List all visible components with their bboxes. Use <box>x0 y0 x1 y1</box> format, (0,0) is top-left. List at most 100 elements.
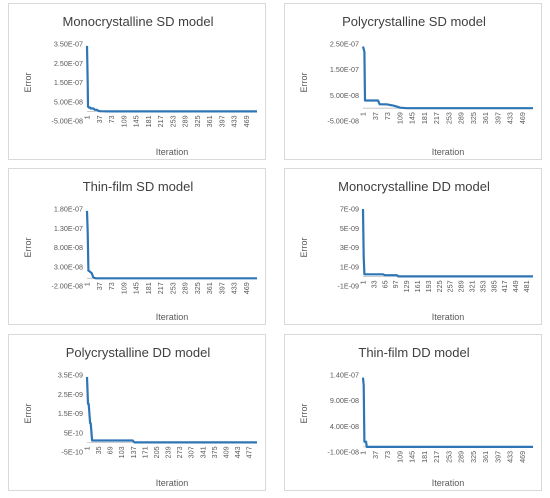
x-tick-label: 1 <box>83 446 92 450</box>
x-tick-label: 181 <box>420 112 429 124</box>
x-tick-label: 35 <box>94 446 103 454</box>
x-tick-label: 253 <box>444 112 453 124</box>
x-tick-label: 253 <box>444 451 453 463</box>
chart-panel-mono-dd: Monocrystalline DD model 7E-09 5E-09 3E-09 1… <box>284 168 542 325</box>
x-tick-label: 73 <box>383 451 392 459</box>
x-tick-label: 397 <box>217 282 226 294</box>
series-line <box>85 45 257 113</box>
x-tick-label: 443 <box>233 446 242 458</box>
x-tick-label: 253 <box>168 115 177 127</box>
y-tick-label: -5.00E-08 <box>51 117 83 126</box>
x-tick-label: 103 <box>117 446 126 458</box>
x-tick-label: 161 <box>413 280 422 292</box>
x-tick-label: 145 <box>408 451 417 463</box>
x-tick-label: 217 <box>156 115 165 127</box>
y-tick-label: 5.00E-08 <box>330 91 359 100</box>
y-axis-label: Error <box>23 403 33 423</box>
x-tick-label: 361 <box>481 451 490 463</box>
chart-title: Thin-film SD model <box>83 179 194 194</box>
x-tick-label: 181 <box>420 451 429 463</box>
x-tick-label: 325 <box>193 115 202 127</box>
y-tick-label: 1.80E-07 <box>54 205 83 214</box>
y-tick-label: 5E-09 <box>340 224 359 233</box>
chart-svg: Thin-film SD model 1.80E-07 1.30E-07 8.00E-… <box>23 179 257 322</box>
x-tick-label: 69 <box>106 446 115 454</box>
chart-panel-thin-sd: Thin-film SD model 1.80E-07 1.30E-07 8.00E-… <box>8 168 266 325</box>
y-axis-label: Error <box>299 403 309 423</box>
y-tick-label: 7E-09 <box>340 205 359 214</box>
x-tick-label: 341 <box>198 446 207 458</box>
y-tick-label: -5.00E-08 <box>327 117 359 126</box>
y-axis-label: Error <box>23 72 33 92</box>
x-tick-label: 397 <box>217 115 226 127</box>
y-axis-label: Error <box>299 237 309 257</box>
y-tick-label: 1.50E-07 <box>330 65 359 74</box>
x-tick-label: 171 <box>140 446 149 458</box>
y-tick-label: -2.00E-08 <box>51 282 83 291</box>
x-tick-label: 353 <box>478 280 487 292</box>
y-tick-label: 5E-10 <box>64 428 83 437</box>
x-tick-label: 409 <box>221 446 230 458</box>
y-tick-label: 1.50E-07 <box>54 78 83 87</box>
x-tick-label: 321 <box>468 280 477 292</box>
x-tick-label: 205 <box>152 446 161 458</box>
x-tick-label: 73 <box>383 112 392 120</box>
x-axis-label: Iteration <box>432 478 465 488</box>
y-tick-label: 1.40E-07 <box>330 371 359 380</box>
chart-svg: Polycrystalline DD model 3.5E-09 2.5E-09 1.… <box>23 345 257 488</box>
x-tick-label: 477 <box>245 446 254 458</box>
y-tick-label: 2.50E-07 <box>330 40 359 49</box>
y-tick-label: 1.30E-07 <box>54 224 83 233</box>
series-line <box>361 208 533 278</box>
chart-panel-thin-dd: Thin-film DD model 1.40E-07 9.00E-08 4.00E-… <box>284 334 542 491</box>
x-tick-label: 145 <box>132 115 141 127</box>
x-axis-label: Iteration <box>156 147 189 157</box>
x-tick-label: 433 <box>506 112 515 124</box>
chart-panel-poly-sd: Polycrystalline SD model 2.50E-07 1.50E-07… <box>284 3 542 160</box>
y-tick-label: 4.00E-08 <box>330 422 359 431</box>
series-line <box>361 377 533 449</box>
chart-title: Monocrystalline DD model <box>338 179 490 194</box>
x-tick-label: 325 <box>193 282 202 294</box>
x-tick-label: 1 <box>359 451 368 455</box>
chart-svg: Polycrystalline SD model 2.50E-07 1.50E-07… <box>299 14 533 157</box>
chart-svg: Monocrystalline DD model 7E-09 5E-09 3E-09 1… <box>299 179 533 322</box>
x-tick-label: 469 <box>518 451 527 463</box>
x-tick-label: 289 <box>457 280 466 292</box>
x-tick-label: 397 <box>493 451 502 463</box>
y-tick-label: 2.5E-09 <box>58 390 83 399</box>
x-tick-label: 37 <box>95 282 104 290</box>
chart-svg: Thin-film DD model 1.40E-07 9.00E-08 4.00E-… <box>299 345 533 488</box>
x-tick-label: 181 <box>144 282 153 294</box>
x-tick-label: 289 <box>457 451 466 463</box>
x-tick-label: 109 <box>119 115 128 127</box>
x-axis-label: Iteration <box>156 312 189 322</box>
chart-panel-poly-dd: Polycrystalline DD model 3.5E-09 2.5E-09 1.… <box>8 334 266 491</box>
x-tick-label: 145 <box>132 282 141 294</box>
y-tick-label: 2.50E-07 <box>54 59 83 68</box>
x-tick-label: 449 <box>511 280 520 292</box>
x-tick-label: 375 <box>210 446 219 458</box>
x-axis-label: Iteration <box>432 312 465 322</box>
y-tick-label: 3.5E-09 <box>58 371 83 380</box>
x-tick-label: 481 <box>522 280 531 292</box>
x-tick-label: 289 <box>181 115 190 127</box>
y-tick-label: -5E-10 <box>61 448 83 457</box>
x-tick-label: 73 <box>107 282 116 290</box>
x-axis-label: Iteration <box>156 478 189 488</box>
chart-panel-mono-sd: Monocrystalline SD model 3.50E-07 2.50E-07… <box>8 3 266 160</box>
x-tick-label: 273 <box>175 446 184 458</box>
x-axis-label: Iteration <box>432 147 465 157</box>
x-tick-label: 37 <box>371 451 380 459</box>
x-tick-label: 65 <box>380 280 389 288</box>
x-tick-label: 193 <box>424 280 433 292</box>
x-tick-label: 145 <box>408 112 417 124</box>
x-tick-label: 239 <box>164 446 173 458</box>
y-tick-label: -1E-09 <box>337 282 359 291</box>
x-tick-label: 361 <box>205 282 214 294</box>
chart-title: Monocrystalline SD model <box>62 14 213 29</box>
x-tick-label: 109 <box>395 451 404 463</box>
x-tick-label: 37 <box>371 112 380 120</box>
y-tick-label: 1.5E-09 <box>58 409 83 418</box>
x-tick-label: 433 <box>230 115 239 127</box>
